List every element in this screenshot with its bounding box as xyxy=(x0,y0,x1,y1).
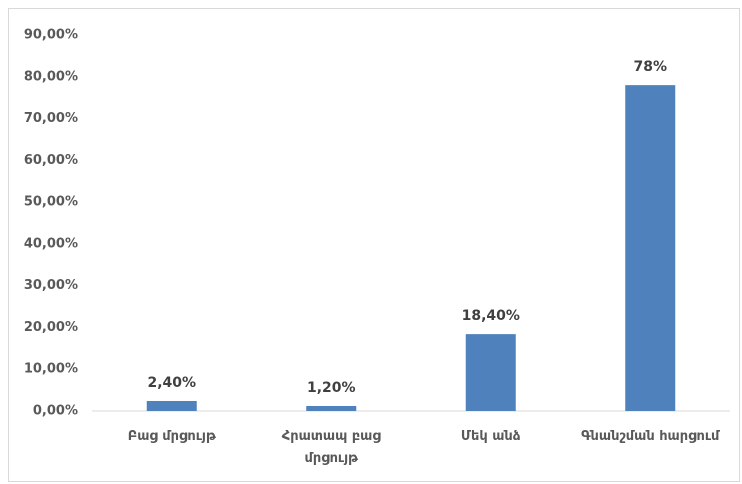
x-tick-label: Բաց մրցույթ xyxy=(127,429,216,444)
y-tick-label: 70,00% xyxy=(24,111,78,126)
x-tick-label-box: Բաց մրցույթ xyxy=(127,429,216,444)
y-tick-label: 30,00% xyxy=(24,278,78,293)
bar xyxy=(146,400,197,411)
y-tick-label: 60,00% xyxy=(24,153,78,168)
y-tick-label: 50,00% xyxy=(24,195,78,210)
x-tick-label: Գնանշման հարցում xyxy=(581,429,720,444)
y-tick-label: 0,00% xyxy=(33,404,78,419)
y-tick-label: 40,00% xyxy=(24,236,78,251)
bar xyxy=(465,334,516,411)
x-tick-label: Մեկ անձ xyxy=(460,429,521,444)
data-label: 78% xyxy=(633,59,667,75)
y-tick-label: 10,00% xyxy=(24,362,78,377)
data-label: 18,40% xyxy=(462,308,520,324)
x-tick-label-box: Մեկ անձ xyxy=(460,429,521,444)
data-label: 1,20% xyxy=(307,380,356,396)
y-tick-label: 80,00% xyxy=(24,69,78,84)
x-tick-label-box: Գնանշման հարցում xyxy=(581,429,720,444)
data-label: 2,40% xyxy=(147,375,196,391)
y-tick-label: 90,00% xyxy=(24,28,78,43)
x-tick-label-box: Հրատապ բաց մրցույթ xyxy=(281,429,381,466)
chart-frame xyxy=(8,8,740,482)
bar xyxy=(625,85,676,411)
y-tick-label: 20,00% xyxy=(24,320,78,335)
bar xyxy=(306,405,357,411)
x-tick-label: Հրատապ բաց մրցույթ xyxy=(281,429,381,466)
